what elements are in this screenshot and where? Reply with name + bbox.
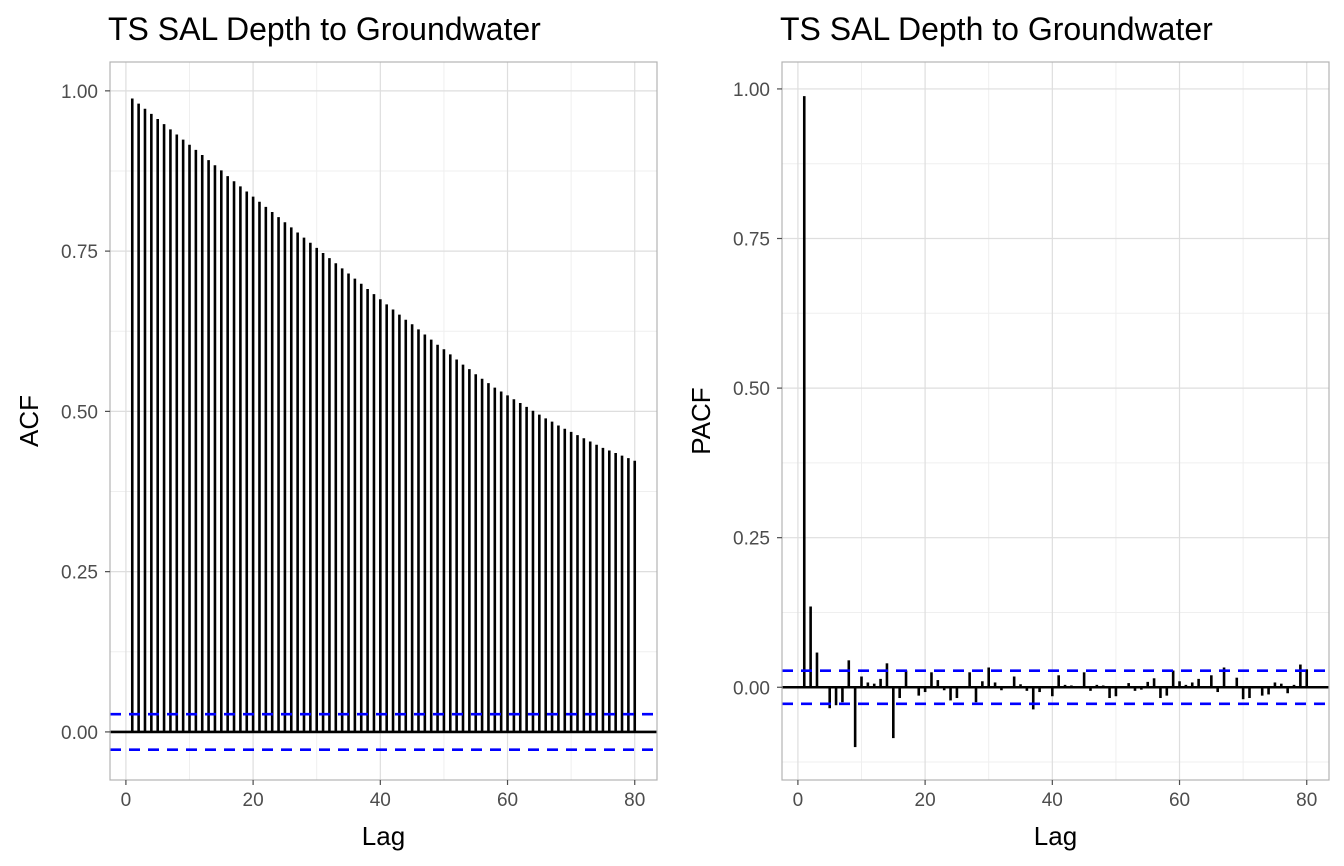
pacf-x-tick-label: 80	[1296, 790, 1317, 811]
acf-y-tick-label: 0.50	[61, 402, 98, 423]
pacf-x-tick-label: 40	[1042, 790, 1063, 811]
acf-y-tick-label: 0.75	[61, 242, 98, 263]
pacf-y-tick-label: 0.50	[733, 379, 770, 400]
pacf-panel-border	[781, 61, 1330, 781]
pacf-y-tick-label: 0.25	[733, 529, 770, 550]
pacf-chart-title: TS SAL Depth to Groundwater	[780, 11, 1213, 47]
acf-panel-border	[109, 61, 658, 781]
pacf-y-tick-label: 1.00	[733, 80, 770, 101]
acf-x-tick-label: 0	[121, 790, 132, 811]
pacf-y-tick-label: 0.00	[733, 678, 770, 699]
acf-x-tick-label: 40	[370, 790, 391, 811]
acf-x-tick-label: 60	[497, 790, 518, 811]
acf-x-axis-title: Lag	[362, 821, 405, 851]
acf-y-tick-label: 1.00	[61, 82, 98, 103]
pacf-x-axis-title: Lag	[1034, 821, 1077, 851]
pacf-x-tick-label: 60	[1169, 790, 1190, 811]
acf-y-axis-title: ACF	[14, 395, 44, 447]
pacf-x-tick-label: 0	[793, 790, 804, 811]
acf-plot-area	[110, 62, 657, 780]
pacf-plot-area	[782, 62, 1329, 780]
acf-y-tick-label: 0.25	[61, 563, 98, 584]
acf-chart-title: TS SAL Depth to Groundwater	[108, 11, 541, 47]
acf-panel: 0 20 40 60 80 0.00 0.25 0.50 0.75 1.00 TS SAL Dept…	[14, 11, 658, 851]
acf-x-tick-label: 80	[624, 790, 645, 811]
acf-x-tick-label: 20	[243, 790, 264, 811]
pacf-y-tick-label: 0.75	[733, 230, 770, 251]
acf-y-tick-label: 0.00	[61, 723, 98, 744]
pacf-y-axis-title: PACF	[686, 387, 716, 454]
pacf-x-tick-label: 20	[915, 790, 936, 811]
pacf-panel: 0 20 40 60 80 0.00 0.25 0.50 0.75 1.00 TS SAL Dept…	[686, 11, 1330, 851]
